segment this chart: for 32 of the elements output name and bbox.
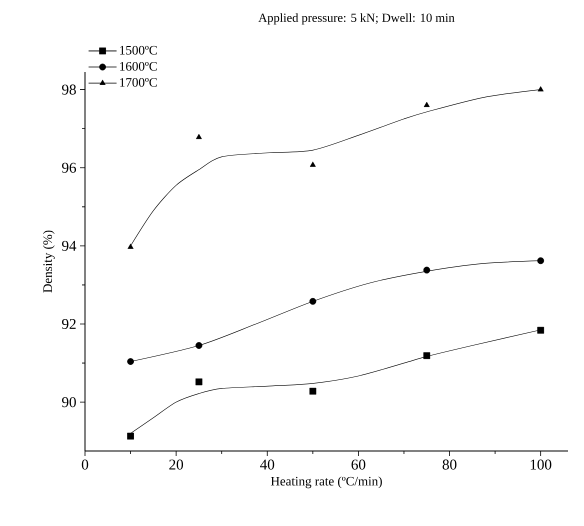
y-tick-label: 98: [62, 84, 76, 95]
point: [423, 266, 430, 274]
x-tick-label: 40: [260, 460, 274, 470]
point: [424, 102, 430, 108]
y-tick-label: 90: [62, 397, 76, 408]
y-axis-title: Density (%): [42, 230, 55, 293]
point: [537, 326, 544, 334]
point: [309, 388, 316, 395]
x-tick-label: 60: [352, 460, 366, 470]
point: [538, 86, 544, 92]
y-tick-label: 92: [62, 319, 76, 330]
legend-label: 1500ºC: [120, 46, 157, 55]
legend-label: 1700ºC: [120, 78, 157, 87]
legend-label: 1600ºC: [120, 62, 157, 71]
point: [196, 378, 202, 386]
x-tick-label: 0: [82, 460, 88, 470]
point: [127, 432, 134, 440]
point: [309, 298, 316, 305]
point: [423, 352, 430, 360]
point: [196, 134, 202, 140]
point: [537, 257, 544, 264]
x-axis-title: Heating rate (ºC/min): [270, 476, 382, 488]
y-tick-label: 96: [62, 162, 76, 173]
x-tick-label: 100: [530, 460, 552, 470]
point: [128, 244, 134, 249]
x-tick-label: 20: [169, 460, 184, 470]
point: [127, 358, 134, 365]
point: [196, 342, 202, 349]
y-tick-label: 94: [62, 240, 76, 251]
x-tick-label: 80: [442, 460, 456, 470]
point: [310, 162, 316, 167]
chart-title: Applied pressure: 5 kN; Dwell: 10 min: [258, 13, 455, 25]
